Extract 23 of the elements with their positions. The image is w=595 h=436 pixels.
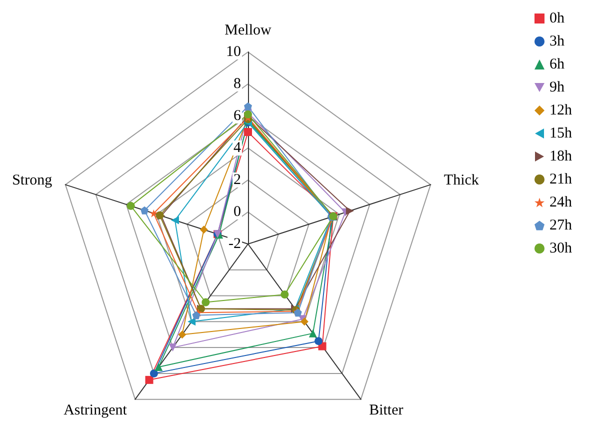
legend-label: 21h bbox=[550, 172, 572, 188]
spoke-label: Strong bbox=[12, 172, 53, 188]
y-tick-label: 4 bbox=[234, 140, 242, 156]
y-tick-label: 6 bbox=[234, 108, 242, 124]
y-tick-label: -2 bbox=[228, 236, 241, 252]
spoke-label: Thick bbox=[444, 172, 480, 188]
spoke-label: Bitter bbox=[369, 402, 404, 419]
legend-label: 18h bbox=[550, 148, 572, 164]
legend-label: 3h bbox=[550, 34, 565, 50]
legend-label: 30h bbox=[550, 240, 572, 256]
y-tick-label: 8 bbox=[234, 76, 241, 92]
legend-label: 15h bbox=[550, 126, 572, 142]
legend-label: 27h bbox=[550, 218, 572, 234]
y-tick-label: 0 bbox=[234, 204, 241, 220]
legend-label: 9h bbox=[550, 80, 565, 96]
legend-label: 24h bbox=[550, 194, 572, 210]
y-tick-label: 10 bbox=[226, 44, 241, 60]
legend-label: 6h bbox=[550, 56, 565, 72]
y-tick-label: 2 bbox=[234, 172, 241, 188]
legend-label: 12h bbox=[550, 102, 572, 118]
spoke-label: Astringent bbox=[64, 402, 128, 419]
spoke-label: Mellow bbox=[224, 22, 272, 38]
legend-label: 0h bbox=[550, 10, 565, 26]
